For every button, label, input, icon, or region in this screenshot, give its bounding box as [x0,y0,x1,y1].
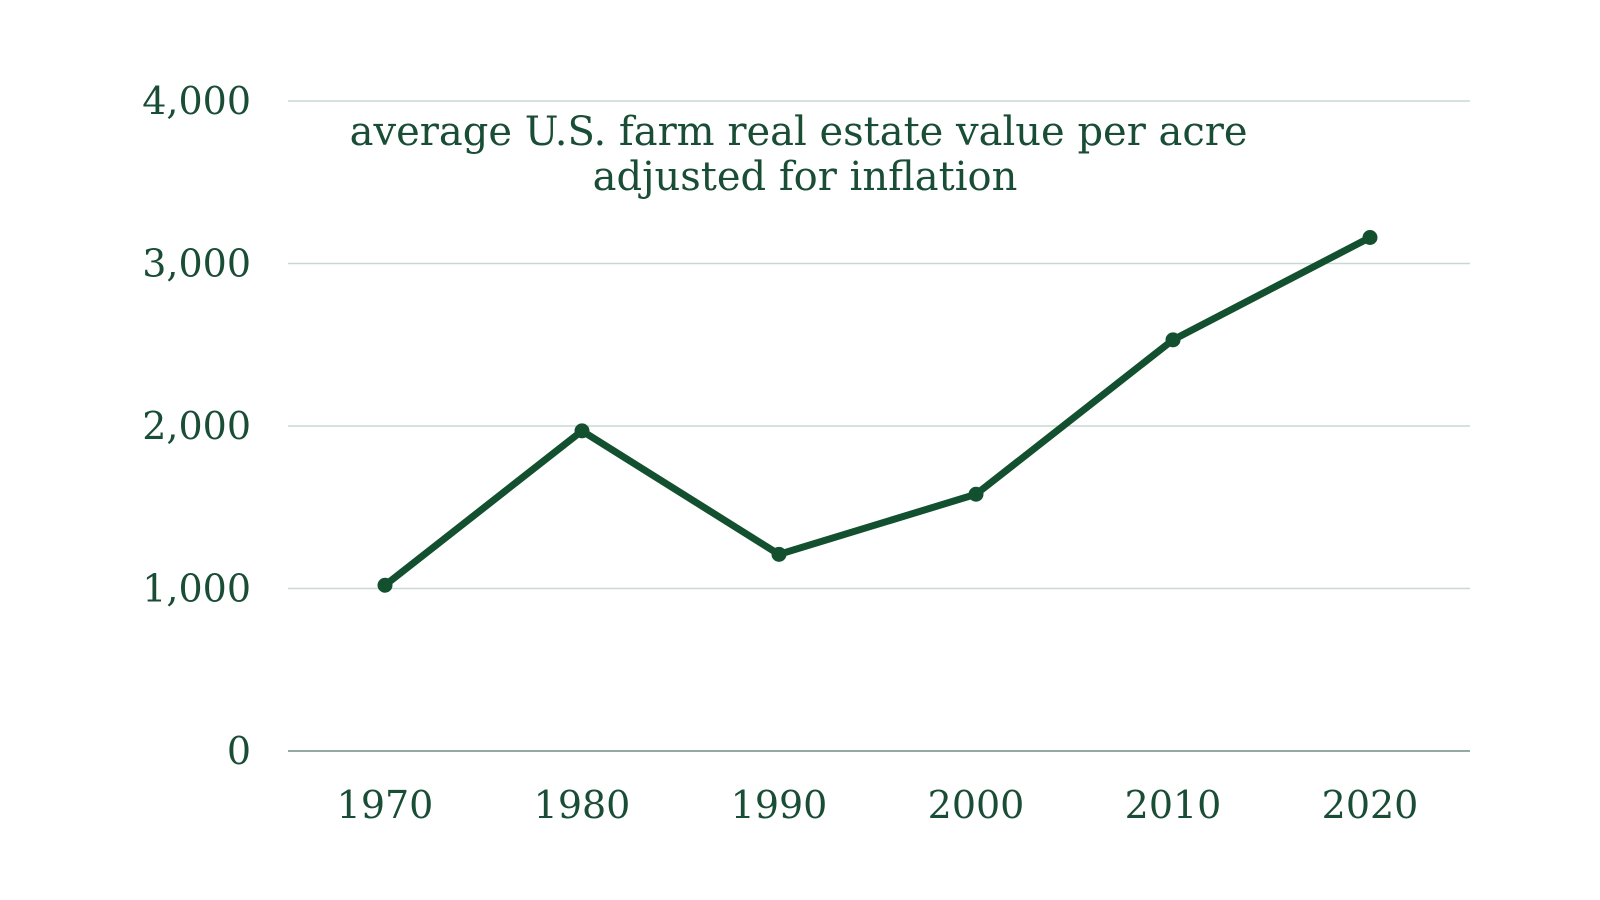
data-point [1165,332,1181,348]
gridlines [288,100,1470,752]
data-point [771,546,787,562]
data-point [968,486,984,502]
y-axis-tick-labels: 0 1,000 2,000 3,000 4,000 [142,79,251,773]
y-tick-label: 1,000 [142,567,251,611]
y-tick-label: 3,000 [142,242,251,286]
chart-title: average U.S. farm real estate value per … [350,109,1261,200]
x-tick-label: 2020 [1322,783,1419,827]
series-line [381,234,1374,589]
series-group [377,230,1378,593]
data-point [574,423,590,439]
x-axis-tick-labels: 1970 1980 1990 2000 2010 2020 [337,783,1419,827]
y-tick-label: 4,000 [142,79,251,123]
x-tick-label: 1990 [731,783,828,827]
chart-title-line-2: adjusted for inflation [593,154,1018,200]
data-point [377,577,393,593]
x-tick-label: 2000 [928,783,1025,827]
chart-title-line-1: average U.S. farm real estate value per … [350,109,1248,155]
data-point [1362,230,1378,245]
y-tick-label: 2,000 [142,404,251,448]
x-tick-label: 1980 [534,783,631,827]
x-tick-label: 1970 [337,783,434,827]
x-tick-label: 2010 [1125,783,1222,827]
y-tick-label: 0 [227,729,251,773]
